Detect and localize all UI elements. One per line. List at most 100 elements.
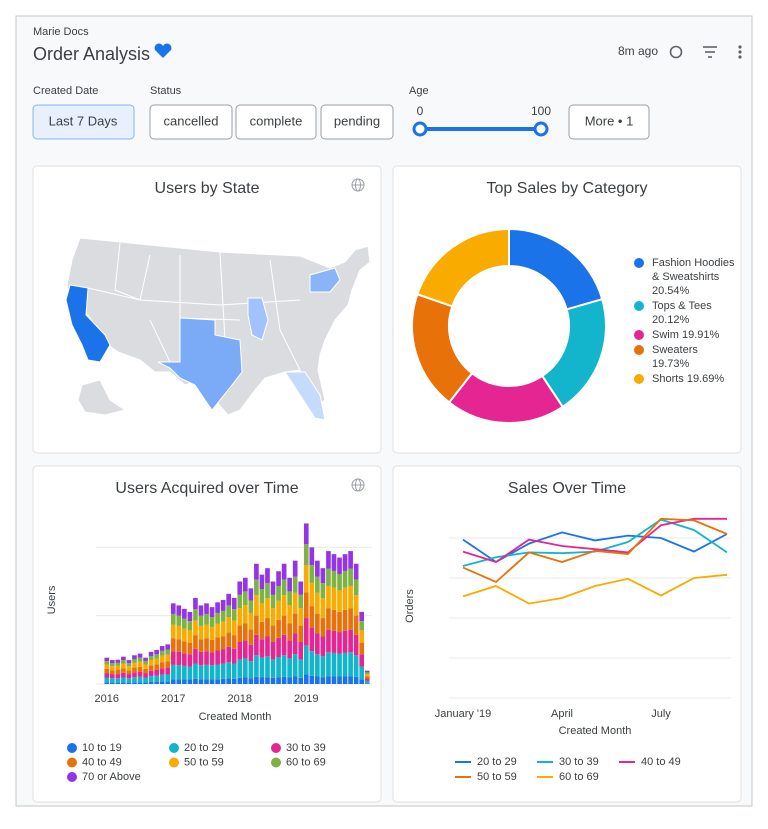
bar-segment — [298, 641, 304, 660]
bar-segment — [143, 664, 148, 669]
favorite-icon[interactable] — [154, 43, 172, 58]
bar-segment — [337, 632, 342, 654]
bar-segment — [204, 664, 209, 680]
bar-segment — [148, 670, 154, 677]
bar-segment — [220, 663, 226, 679]
bar-segment — [265, 677, 270, 684]
globe-icon[interactable] — [351, 178, 365, 192]
x-axis-title: Created Month — [559, 725, 632, 737]
bar-segment — [298, 608, 304, 626]
bar-segment — [326, 676, 331, 684]
bar-segment — [220, 649, 226, 664]
title: Order Analysis — [33, 44, 150, 64]
bar-segment — [159, 655, 165, 663]
date-button[interactable] — [32, 104, 135, 140]
y-axis-title: Orders — [404, 589, 416, 623]
bar-segment — [298, 625, 304, 642]
bar-segment — [215, 679, 220, 684]
status-button[interactable] — [149, 104, 233, 140]
bar-segment — [248, 629, 254, 645]
bar-segment — [348, 608, 353, 630]
more-button[interactable] — [568, 104, 650, 140]
bar-segment — [121, 677, 126, 683]
bar-segment — [159, 674, 165, 682]
legend-swatch — [169, 757, 179, 768]
bar-segment — [148, 660, 154, 666]
bar-segment — [193, 648, 198, 664]
bar-segment — [209, 679, 215, 684]
bar-segment — [143, 673, 148, 678]
legend-text: Sweaters 19.73% — [652, 343, 738, 371]
bar-segment — [182, 628, 187, 642]
bar-segment — [298, 659, 304, 678]
bar-segment — [104, 677, 110, 683]
bar-segment — [348, 585, 353, 609]
bar-segment — [231, 609, 237, 621]
bar-segment — [320, 568, 326, 584]
bar-segment — [226, 617, 232, 633]
bar-segment — [237, 641, 243, 660]
legend-label: Shorts — [652, 373, 684, 385]
bar-segment — [348, 652, 353, 677]
slider-handle[interactable] — [412, 121, 428, 137]
bar-segment — [270, 581, 276, 595]
legend-label: 50 to 59 — [184, 756, 224, 768]
bar-segment — [209, 639, 215, 653]
bar-segment — [359, 666, 365, 680]
bar-segment — [154, 654, 159, 659]
bar-segment — [353, 615, 359, 635]
bar-segment — [187, 621, 193, 631]
bar-segment — [104, 661, 110, 665]
bar-segment — [159, 681, 165, 684]
slider-min: 0 — [417, 104, 424, 118]
bar-segment — [137, 676, 143, 683]
status-button[interactable] — [320, 104, 394, 140]
legend-swatch — [271, 757, 281, 768]
bar-segment — [121, 660, 126, 664]
bar-segment — [209, 626, 215, 640]
legend-swatch — [634, 345, 644, 355]
bar-segment — [276, 571, 281, 586]
bar-segment — [342, 676, 348, 684]
legend-swatch — [634, 301, 644, 311]
legend-swatch — [67, 743, 77, 753]
bar-segment — [242, 591, 248, 606]
bar-segment — [126, 674, 132, 679]
legend-text: Shorts 19.69% — [652, 372, 724, 386]
bar-segment — [309, 606, 315, 628]
bar-segment — [270, 608, 276, 626]
bar-segment — [292, 613, 298, 634]
bar-segment — [242, 605, 248, 624]
menu-icon[interactable] — [738, 45, 742, 59]
bar-segment — [170, 664, 176, 680]
bar-segment — [303, 544, 309, 566]
bar-segment — [209, 652, 215, 666]
bar-segment — [265, 598, 270, 619]
bar-segment — [231, 620, 237, 636]
bar-segment — [265, 636, 270, 657]
bar-segment — [187, 630, 193, 643]
bar-segment — [292, 576, 298, 593]
donut-slice — [416, 227, 510, 308]
bar-segment — [137, 653, 143, 658]
filter-icon[interactable] — [703, 46, 717, 58]
bar-segment — [320, 598, 326, 619]
bar-segment — [248, 661, 254, 679]
refresh-icon[interactable] — [669, 45, 683, 59]
status-button[interactable] — [235, 104, 317, 140]
bar-segment — [320, 656, 326, 678]
bar-segment — [126, 678, 132, 683]
bar-segment — [254, 655, 259, 677]
bar-segment — [281, 579, 287, 596]
bar-segment — [104, 682, 110, 684]
globe-icon[interactable] — [351, 478, 365, 492]
bar-segment — [353, 676, 359, 684]
legend-item: Shorts 19.69% — [634, 372, 738, 386]
bar-segment — [315, 592, 320, 614]
legend-label: Sweaters — [652, 344, 698, 356]
bar-segment — [359, 621, 365, 631]
bar-segment — [204, 638, 209, 652]
slider-handle[interactable] — [533, 121, 549, 137]
bar-segment — [353, 563, 359, 580]
